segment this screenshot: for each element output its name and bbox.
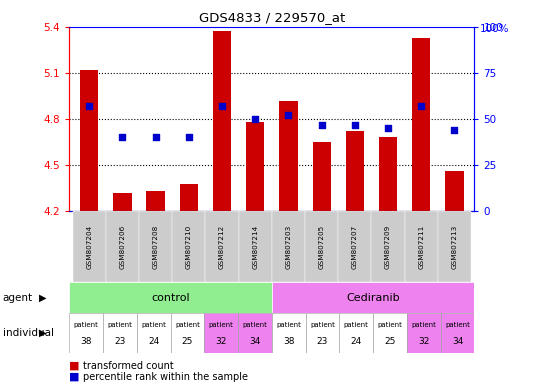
Text: GSM807213: GSM807213 (451, 225, 457, 269)
Text: patient: patient (74, 322, 99, 328)
Text: ▶: ▶ (39, 328, 46, 338)
Bar (305, 211, 338, 282)
Text: GSM807203: GSM807203 (286, 225, 292, 269)
Text: percentile rank within the sample: percentile rank within the sample (83, 372, 248, 382)
Text: GSM807211: GSM807211 (418, 225, 424, 269)
Bar (171, 313, 204, 353)
Text: 24: 24 (148, 338, 159, 346)
Point (218, 103, 227, 109)
Point (118, 134, 127, 141)
Text: GSM807210: GSM807210 (186, 225, 192, 269)
Point (151, 134, 160, 141)
Text: GSM807204: GSM807204 (86, 225, 92, 269)
Text: 38: 38 (80, 338, 92, 346)
Bar (340, 313, 373, 353)
Bar (338, 211, 372, 282)
Bar (239, 211, 272, 282)
Text: 25: 25 (182, 338, 193, 346)
Text: GSM807212: GSM807212 (219, 225, 225, 269)
Text: 24: 24 (351, 338, 362, 346)
Text: patient: patient (411, 322, 436, 328)
Text: patient: patient (108, 322, 132, 328)
Bar (204, 313, 238, 353)
Bar (238, 313, 272, 353)
Point (85, 103, 93, 109)
Bar (272, 313, 305, 353)
Bar (438, 211, 471, 282)
Point (184, 134, 193, 141)
Point (317, 121, 326, 127)
Bar (405, 211, 438, 282)
Bar (114, 193, 132, 211)
Bar (379, 137, 397, 211)
Bar (172, 211, 205, 282)
Text: patient: patient (141, 322, 166, 328)
Text: 100%: 100% (480, 24, 510, 34)
Bar (346, 131, 364, 211)
Text: 23: 23 (114, 338, 126, 346)
Text: GSM807214: GSM807214 (252, 225, 258, 269)
Bar (180, 184, 198, 211)
Bar (137, 313, 171, 353)
Text: GSM807209: GSM807209 (385, 225, 391, 269)
Text: patient: patient (445, 322, 470, 328)
Point (450, 127, 459, 133)
Text: 23: 23 (317, 338, 328, 346)
Bar (372, 211, 405, 282)
Bar (312, 142, 331, 211)
Bar (407, 313, 441, 353)
Text: ▶: ▶ (39, 293, 46, 303)
Point (351, 121, 359, 127)
Text: 25: 25 (384, 338, 395, 346)
Text: patient: patient (276, 322, 301, 328)
Text: 34: 34 (249, 338, 261, 346)
Text: patient: patient (175, 322, 200, 328)
Text: ■: ■ (69, 372, 80, 382)
Text: GSM807207: GSM807207 (352, 225, 358, 269)
Bar (72, 211, 106, 282)
Text: patient: patient (344, 322, 369, 328)
Bar (103, 313, 137, 353)
Text: 32: 32 (215, 338, 227, 346)
Text: patient: patient (310, 322, 335, 328)
Bar (106, 211, 139, 282)
Bar (272, 282, 474, 313)
Bar (305, 313, 340, 353)
Point (384, 125, 392, 131)
Bar (272, 211, 305, 282)
Point (417, 103, 425, 109)
Bar (279, 101, 297, 211)
Text: patient: patient (243, 322, 268, 328)
Text: Cediranib: Cediranib (346, 293, 400, 303)
Bar (246, 122, 264, 211)
Bar (139, 211, 172, 282)
Text: transformed count: transformed count (83, 361, 173, 371)
Text: 34: 34 (452, 338, 463, 346)
Text: individual: individual (3, 328, 54, 338)
Text: GSM807208: GSM807208 (152, 225, 159, 269)
Text: patient: patient (377, 322, 402, 328)
Bar (69, 282, 272, 313)
Point (284, 112, 293, 118)
Text: ■: ■ (69, 361, 80, 371)
Bar (80, 70, 99, 211)
Text: 32: 32 (418, 338, 430, 346)
Bar (445, 171, 464, 211)
Bar (441, 313, 474, 353)
Bar (213, 31, 231, 211)
Text: GSM807205: GSM807205 (319, 225, 325, 269)
Text: agent: agent (3, 293, 33, 303)
Bar (147, 191, 165, 211)
Text: GSM807206: GSM807206 (119, 225, 125, 269)
Text: 38: 38 (283, 338, 294, 346)
Text: patient: patient (209, 322, 233, 328)
Bar (373, 313, 407, 353)
Bar (412, 38, 430, 211)
Bar (205, 211, 239, 282)
Title: GDS4833 / 229570_at: GDS4833 / 229570_at (199, 11, 345, 24)
Bar (69, 313, 103, 353)
Text: control: control (151, 293, 190, 303)
Point (251, 116, 260, 122)
